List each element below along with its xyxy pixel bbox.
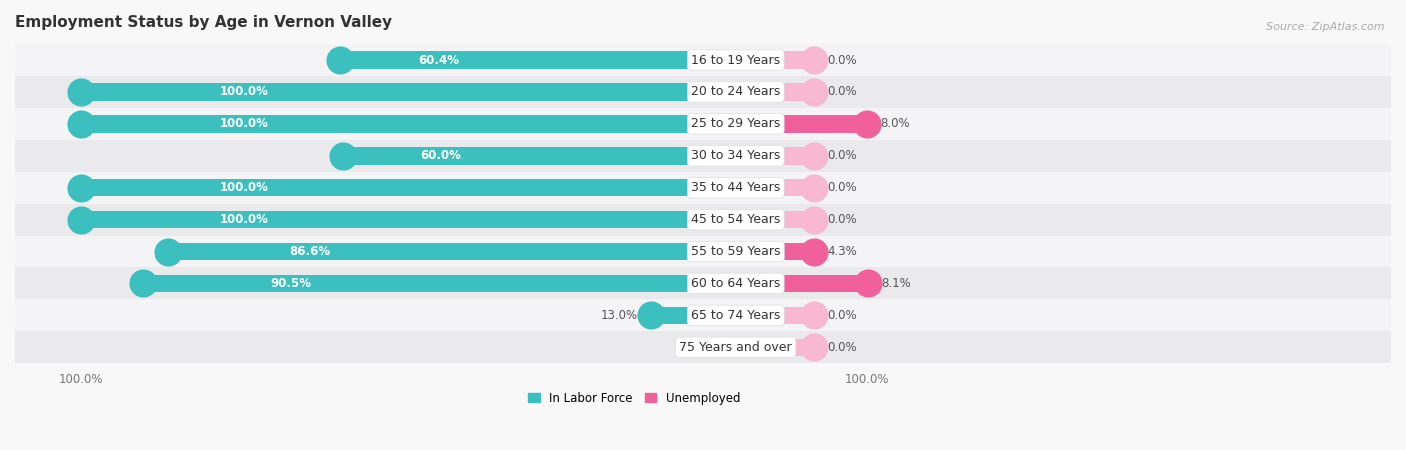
Bar — [735, 243, 814, 260]
Text: 0.0%: 0.0% — [828, 54, 858, 67]
Bar — [340, 51, 735, 69]
Bar — [735, 147, 814, 165]
Text: 20 to 24 Years: 20 to 24 Years — [692, 86, 780, 99]
Text: Source: ZipAtlas.com: Source: ZipAtlas.com — [1267, 22, 1385, 32]
Bar — [15, 108, 1406, 140]
Bar — [15, 140, 1406, 172]
Text: 86.6%: 86.6% — [290, 245, 330, 258]
Bar — [735, 115, 868, 133]
Text: 0.0%: 0.0% — [828, 149, 858, 162]
Text: 60.0%: 60.0% — [420, 149, 461, 162]
Bar — [169, 243, 735, 260]
Text: 65 to 74 Years: 65 to 74 Years — [692, 309, 780, 322]
Bar — [15, 76, 1406, 108]
Bar — [80, 83, 735, 101]
Text: 100.0%: 100.0% — [219, 181, 269, 194]
Bar — [80, 211, 735, 229]
Bar — [713, 338, 735, 356]
Text: 100.0%: 100.0% — [219, 86, 269, 99]
Bar — [15, 267, 1406, 299]
Bar — [735, 338, 814, 356]
Text: 100.0%: 100.0% — [219, 213, 269, 226]
Bar — [80, 179, 735, 197]
Bar — [15, 235, 1406, 267]
Text: 100.0%: 100.0% — [219, 117, 269, 130]
Bar — [735, 306, 814, 324]
Text: 25 to 29 Years: 25 to 29 Years — [692, 117, 780, 130]
Bar — [15, 331, 1406, 363]
Bar — [651, 306, 735, 324]
Bar — [80, 115, 735, 133]
Bar — [735, 274, 869, 292]
Legend: In Labor Force, Unemployed: In Labor Force, Unemployed — [523, 387, 745, 410]
Text: 45 to 54 Years: 45 to 54 Years — [692, 213, 780, 226]
Bar — [735, 83, 814, 101]
Text: 8.1%: 8.1% — [882, 277, 911, 290]
Bar — [15, 204, 1406, 235]
Text: 90.5%: 90.5% — [270, 277, 312, 290]
Text: 35 to 44 Years: 35 to 44 Years — [692, 181, 780, 194]
Bar — [15, 44, 1406, 76]
Text: 30 to 34 Years: 30 to 34 Years — [692, 149, 780, 162]
Bar — [143, 274, 735, 292]
Bar — [735, 51, 814, 69]
Text: 16 to 19 Years: 16 to 19 Years — [692, 54, 780, 67]
Text: 60 to 64 Years: 60 to 64 Years — [692, 277, 780, 290]
Text: 0.0%: 0.0% — [828, 213, 858, 226]
Bar — [735, 179, 814, 197]
Bar — [15, 172, 1406, 204]
Text: 0.0%: 0.0% — [828, 341, 858, 354]
Text: 4.3%: 4.3% — [828, 245, 858, 258]
Text: 0.0%: 0.0% — [676, 341, 706, 354]
Text: 8.0%: 8.0% — [880, 117, 910, 130]
Text: 55 to 59 Years: 55 to 59 Years — [690, 245, 780, 258]
Text: 13.0%: 13.0% — [600, 309, 637, 322]
Text: 0.0%: 0.0% — [828, 181, 858, 194]
Bar — [15, 299, 1406, 331]
Bar — [343, 147, 735, 165]
Text: 0.0%: 0.0% — [828, 86, 858, 99]
Bar — [735, 211, 814, 229]
Text: 0.0%: 0.0% — [828, 309, 858, 322]
Text: Employment Status by Age in Vernon Valley: Employment Status by Age in Vernon Valle… — [15, 15, 392, 30]
Text: 60.4%: 60.4% — [419, 54, 460, 67]
Text: 75 Years and over: 75 Years and over — [679, 341, 792, 354]
